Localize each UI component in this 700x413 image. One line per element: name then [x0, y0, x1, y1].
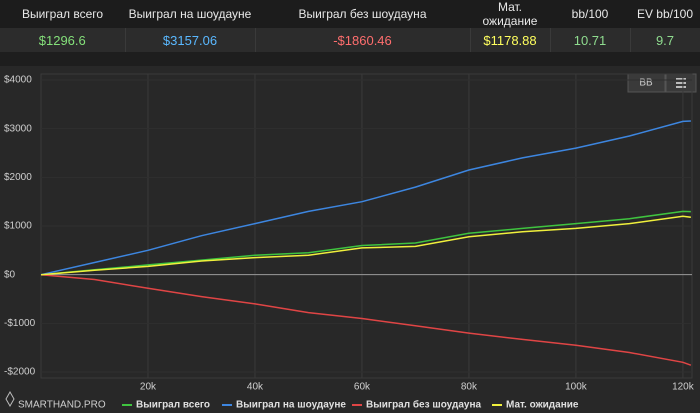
column-header: Выиграл без шоудауна — [255, 0, 470, 28]
column-header: Выиграл всего — [0, 0, 125, 28]
stat-value: $3157.06 — [125, 28, 256, 52]
x-tick-label: 80k — [461, 382, 478, 393]
header-row: Выиграл всего Выиграл на шоудауне Выиграл … — [0, 0, 700, 28]
column-header: Выиграл на шоудауне — [125, 0, 255, 28]
y-tick-label: $1000 — [4, 221, 32, 232]
series-line — [40, 273, 692, 366]
y-tick-label: $3000 — [4, 123, 32, 134]
stat-value: 10.71 — [550, 28, 631, 52]
column-header: EV bb/100 — [630, 0, 700, 28]
stat-value: $1178.88 — [470, 28, 551, 52]
series-line — [40, 215, 691, 276]
stat-value: $1296.6 — [0, 28, 126, 52]
x-tick-label: 40k — [247, 382, 264, 393]
y-tick-label: $0 — [4, 269, 16, 280]
y-tick-label: $2000 — [4, 172, 32, 183]
gap — [0, 52, 700, 66]
brand-logo — [5, 390, 15, 408]
stat-value: 9.7 — [630, 28, 700, 52]
value-row: $1296.6 $3157.06 -$1860.46 $1178.88 10.71 9.7 — [0, 28, 700, 52]
y-tick-label: -$2000 — [4, 367, 36, 378]
legend-label: Выиграл на шоудауне — [236, 400, 346, 411]
x-tick-label: 100k — [565, 382, 588, 393]
x-tick-label: 60k — [354, 382, 371, 393]
bb-button-label[interactable]: BB — [639, 78, 653, 89]
legend-label: Выиграл всего — [136, 400, 210, 411]
stat-value: -$1860.46 — [255, 28, 471, 52]
column-header: Мат. ожидание — [470, 0, 550, 28]
y-tick-label: $4000 — [4, 75, 32, 86]
brand-name: SMARTHAND.PRO — [18, 400, 106, 411]
chart: BB SMARTHAND.PRO 20k 40k 60k 80k 100k 120k $40… — [0, 66, 700, 413]
x-tick-label: 120k — [672, 382, 695, 393]
y-tick-label: -$1000 — [4, 318, 36, 329]
column-header: bb/100 — [550, 0, 630, 28]
series-line — [40, 210, 691, 276]
series-line — [40, 120, 691, 276]
stats-table: Выиграл всего Выиграл на шоудауне Выиграл … — [0, 0, 700, 52]
legend-label: Мат. ожидание — [506, 400, 579, 411]
x-tick-label: 20k — [140, 382, 157, 393]
legend-label: Выиграл без шоудауна — [366, 399, 481, 411]
